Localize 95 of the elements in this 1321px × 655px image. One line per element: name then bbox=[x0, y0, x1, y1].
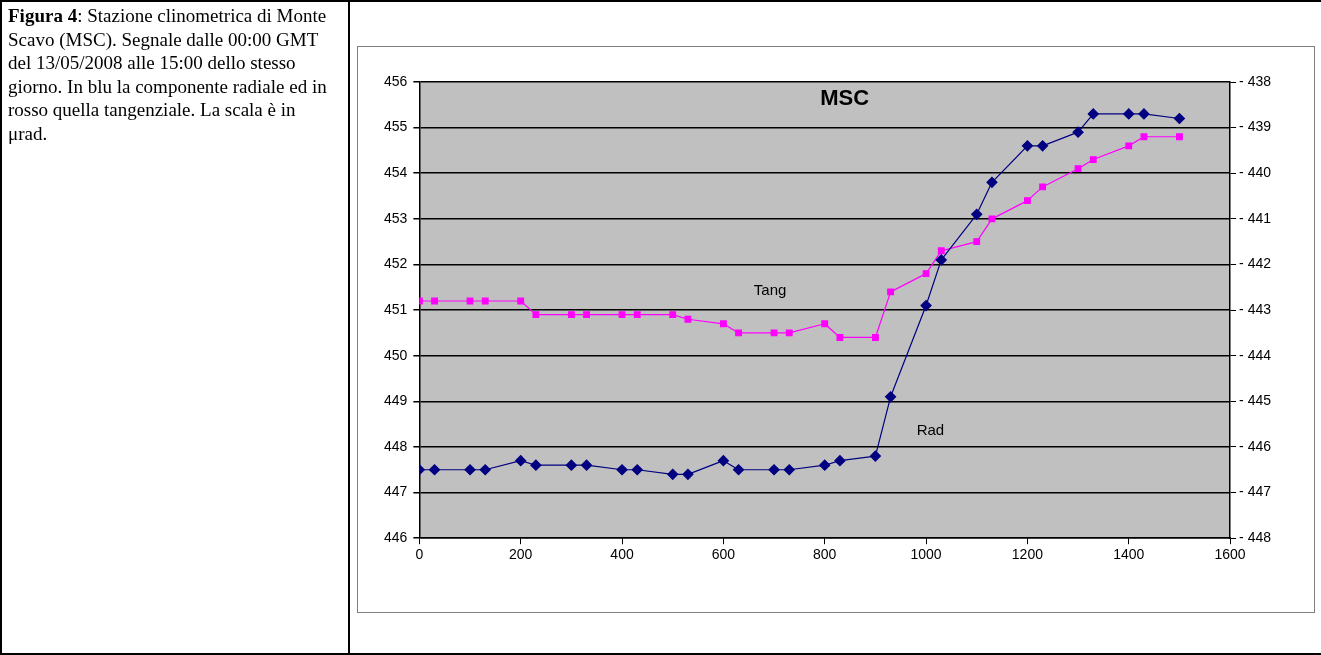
point bbox=[935, 254, 947, 266]
x-tick-label: 800 bbox=[813, 546, 837, 563]
y-tick-label: 446 bbox=[384, 529, 408, 546]
text: Rad bbox=[916, 421, 945, 439]
y-tick-label: 448 bbox=[384, 437, 408, 454]
text: Figura 4: Stazione clinometrica di Monte Scavo (MSC). Segnale dalle 00:00 GMT del 13/05/2008 alle 15:00 dello stesso giorno. In blu la componente radiale ed in rosso quella tangenziale. La scala è in μrad. bbox=[8, 5, 327, 144]
point bbox=[1140, 133, 1148, 141]
point bbox=[481, 297, 489, 305]
point bbox=[922, 270, 930, 278]
point bbox=[871, 334, 879, 341]
y-tick-label: 455 bbox=[384, 118, 408, 135]
y2-tick-label: - 438 bbox=[1239, 72, 1272, 89]
point bbox=[667, 468, 679, 480]
point bbox=[783, 464, 795, 476]
y2-tick-label: - 446 bbox=[1239, 437, 1272, 454]
point bbox=[633, 311, 641, 319]
point bbox=[616, 464, 628, 476]
x-tick-label: 1000 bbox=[910, 546, 942, 563]
x-tick-label: 400 bbox=[610, 546, 634, 563]
point bbox=[618, 311, 626, 319]
point bbox=[834, 455, 846, 467]
point bbox=[1125, 142, 1133, 150]
x-tick-label: 600 bbox=[711, 546, 736, 563]
point bbox=[1074, 165, 1082, 173]
point bbox=[431, 297, 438, 305]
point bbox=[669, 311, 677, 319]
point bbox=[836, 334, 844, 341]
point bbox=[1173, 112, 1186, 125]
x-tick-label: 0 bbox=[415, 546, 424, 563]
point bbox=[973, 238, 981, 246]
point bbox=[885, 391, 897, 403]
point bbox=[821, 320, 829, 328]
y-tick-label: 447 bbox=[384, 483, 408, 500]
point bbox=[735, 329, 743, 337]
point bbox=[971, 208, 983, 220]
y2-tick-label: - 443 bbox=[1239, 300, 1272, 317]
point bbox=[428, 464, 441, 476]
point bbox=[785, 329, 793, 337]
point bbox=[1037, 140, 1049, 152]
point bbox=[986, 176, 998, 188]
point bbox=[532, 311, 540, 319]
y-tick-label: 450 bbox=[384, 346, 408, 363]
chart-title: MSC bbox=[820, 85, 870, 111]
point bbox=[1021, 140, 1034, 152]
point bbox=[988, 215, 996, 223]
point bbox=[684, 315, 692, 323]
y-tick-label: 453 bbox=[384, 209, 408, 226]
y2-tick-label: - 440 bbox=[1239, 164, 1272, 181]
y2-tick-label: - 442 bbox=[1239, 255, 1272, 272]
x-tick-label: 1600 bbox=[1214, 546, 1246, 563]
point bbox=[937, 247, 945, 255]
y-tick-label: 456 bbox=[384, 72, 408, 89]
y-tick-label: 454 bbox=[384, 164, 408, 181]
y2-tick-label: - 448 bbox=[1239, 529, 1272, 546]
point bbox=[464, 464, 476, 476]
point bbox=[1023, 197, 1031, 205]
point bbox=[517, 297, 525, 305]
point bbox=[1138, 108, 1150, 120]
point bbox=[920, 299, 932, 312]
point bbox=[682, 468, 694, 480]
point bbox=[1175, 133, 1183, 141]
y2-tick-label: - 444 bbox=[1239, 346, 1272, 363]
point bbox=[515, 455, 527, 467]
point bbox=[1039, 183, 1047, 191]
point bbox=[479, 464, 491, 476]
point bbox=[732, 464, 745, 476]
point bbox=[1087, 108, 1099, 120]
point bbox=[530, 459, 542, 471]
x-tick-label: 1400 bbox=[1113, 546, 1145, 563]
text: Tang bbox=[753, 281, 787, 299]
point bbox=[719, 320, 727, 328]
point bbox=[819, 459, 831, 471]
y-tick-label: 451 bbox=[384, 300, 408, 317]
point bbox=[580, 459, 593, 471]
point bbox=[768, 464, 780, 476]
point bbox=[565, 459, 577, 471]
y2-tick-label: - 445 bbox=[1239, 392, 1272, 409]
point bbox=[1072, 126, 1084, 138]
y-tick-label: 452 bbox=[384, 255, 408, 272]
y2-tick-label: - 439 bbox=[1239, 118, 1272, 135]
point bbox=[1123, 108, 1135, 120]
point bbox=[1089, 156, 1097, 163]
point bbox=[567, 311, 575, 319]
point bbox=[631, 464, 643, 476]
point bbox=[869, 450, 881, 462]
x-tick-label: 1200 bbox=[1011, 546, 1044, 563]
y2-tick-label: - 447 bbox=[1239, 483, 1272, 500]
y-tick-label: 449 bbox=[384, 392, 408, 409]
point bbox=[466, 297, 474, 305]
point bbox=[770, 329, 778, 337]
point bbox=[583, 311, 590, 319]
point bbox=[887, 288, 895, 296]
point bbox=[717, 455, 729, 467]
x-tick-label: 200 bbox=[509, 546, 533, 563]
y2-tick-label: - 441 bbox=[1239, 209, 1272, 226]
